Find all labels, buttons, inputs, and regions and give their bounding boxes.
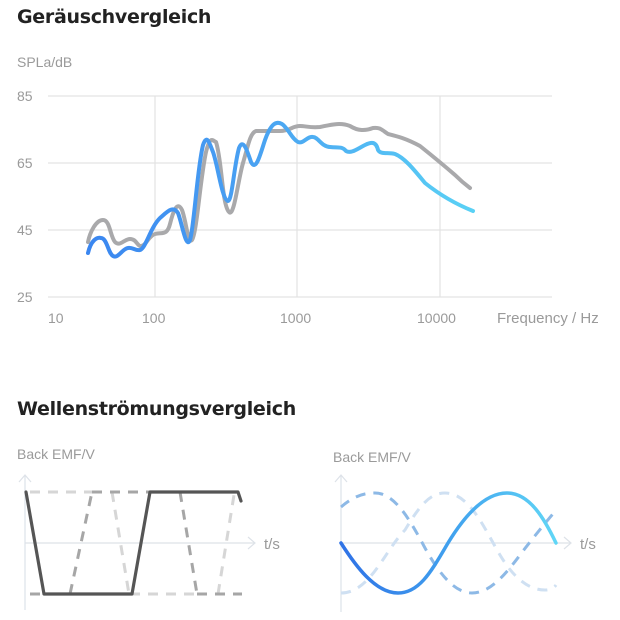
x-tick-10: 10 (48, 310, 64, 326)
left-dashed-light-wave (30, 490, 236, 596)
left-x-axis-label: t/s (264, 536, 280, 553)
left-solid-wave (24, 490, 243, 596)
y-tick-45: 45 (17, 222, 33, 238)
gray-series-line (86, 122, 472, 248)
right-y-axis-label: Back EMF/V (333, 449, 411, 465)
wave-comparison-title: Wellenströmungsvergleich (17, 398, 296, 420)
y-tick-25: 25 (17, 289, 33, 305)
grid-lines (48, 95, 552, 298)
left-y-axis-label: Back EMF/V (17, 446, 95, 462)
blue-series-line (86, 120, 475, 259)
y-axis-label: SPLa/dB (17, 54, 73, 70)
y-tick-65: 65 (17, 155, 33, 171)
x-tick-10000: 10000 (417, 310, 456, 326)
x-axis-label: Frequency / Hz (497, 310, 599, 327)
right-x-axis-label: t/s (580, 536, 596, 553)
noise-comparison-title: Geräuschvergleich (17, 6, 212, 28)
x-tick-100: 100 (142, 310, 166, 326)
x-tick-1000: 1000 (280, 310, 312, 326)
noise-chart (48, 95, 552, 298)
y-tick-85: 85 (17, 88, 33, 104)
right-solid-wave (339, 491, 558, 595)
right-dashed-mid-wave (340, 491, 558, 595)
right-axes (334, 474, 572, 612)
right-dashed-light-wave (340, 491, 558, 595)
